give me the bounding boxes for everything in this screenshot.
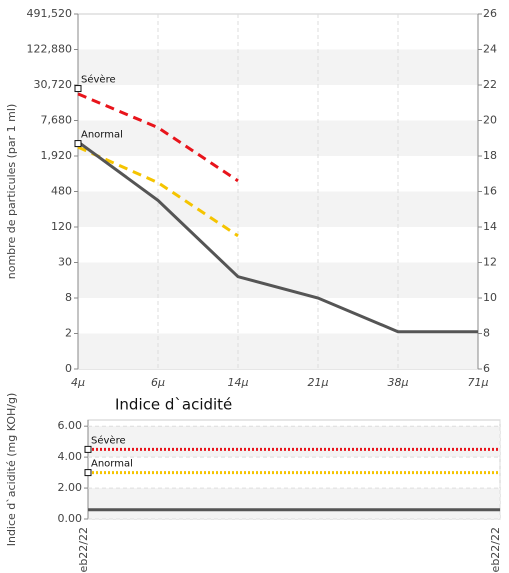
line: [77, 140, 478, 334]
grid-band: [78, 262, 478, 298]
x-tick-label: 4μ: [71, 376, 85, 389]
x-tick-label: 71μ: [468, 376, 489, 389]
annotation-marker: [84, 469, 92, 477]
y2-tick-label: 10: [483, 291, 497, 304]
annotation-marker: [74, 85, 82, 93]
annotation: Anormal: [81, 130, 123, 141]
y-tick-label: 2: [65, 327, 72, 340]
y-tick-label: 30: [58, 256, 72, 269]
y-tick-label: 8: [65, 291, 72, 304]
grid-band: [78, 49, 478, 85]
y2-tick-label: 6: [483, 362, 490, 375]
y-tick-label: 1,920: [41, 149, 73, 162]
y-tick-label: 2.00: [58, 481, 83, 494]
grid-band: [88, 488, 500, 519]
y-tick-label: 7,680: [41, 114, 73, 127]
y-tick-label: 120: [51, 220, 72, 233]
x-tick-label: eb22/22: [489, 527, 502, 572]
y2-tick-label: 14: [483, 220, 497, 233]
y2-tick-label: 22: [483, 78, 497, 91]
y2-tick-label: 18: [483, 149, 497, 162]
grid-band: [78, 120, 478, 156]
y2-tick-label: 24: [483, 43, 497, 56]
y2-tick-label: 12: [483, 256, 497, 269]
y-tick-label: 30,720: [34, 78, 73, 91]
annotation-marker: [84, 445, 92, 453]
y-tick-label: 122,880: [27, 43, 73, 56]
y-tick-label: 491,520: [27, 7, 73, 20]
y2-tick-label: 16: [483, 185, 497, 198]
y-tick-label: 0: [65, 362, 72, 375]
y-axis-label: Indice d`acidité (mg KOH/g): [5, 393, 18, 547]
chart-title: Indice d`acidité: [115, 396, 232, 414]
y-tick-label: 6.00: [58, 419, 83, 432]
x-tick-label: 14μ: [228, 376, 249, 389]
annotation: Anormal: [91, 459, 133, 470]
x-tick-label: eb22/22: [77, 527, 90, 572]
line: [77, 92, 239, 183]
annotation: Sévère: [81, 74, 116, 86]
grid-band: [88, 426, 500, 458]
y-tick-label: 0.00: [58, 512, 83, 525]
y-tick-label: 4.00: [58, 450, 83, 463]
annotation: Sévère: [91, 434, 126, 446]
x-tick-label: 21μ: [308, 376, 329, 389]
x-tick-label: 6μ: [151, 376, 165, 389]
x-tick-label: 38μ: [388, 376, 409, 389]
line: [77, 145, 239, 238]
y2-tick-label: 26: [483, 7, 497, 20]
y-tick-label: 480: [51, 185, 72, 198]
y2-tick-label: 8: [483, 327, 490, 340]
y2-tick-label: 20: [483, 114, 497, 127]
annotation-marker: [74, 140, 82, 148]
grid-band: [78, 333, 478, 369]
grid-band: [78, 191, 478, 227]
y-axis-label: nombre de particules (par 1 ml): [5, 104, 18, 279]
